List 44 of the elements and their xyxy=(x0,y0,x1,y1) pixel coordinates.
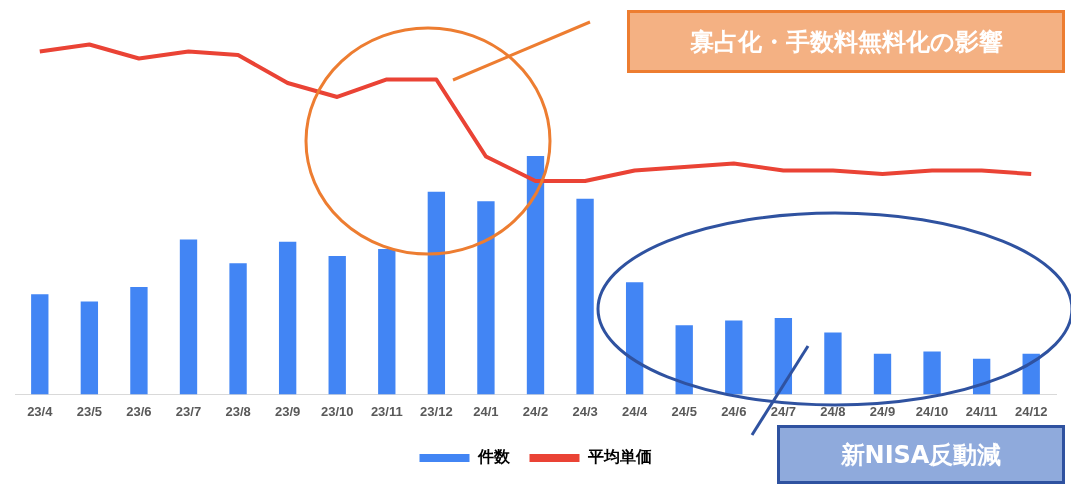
bar xyxy=(824,332,842,395)
legend-label: 平均単価 xyxy=(586,448,652,466)
bar xyxy=(576,198,594,395)
bar xyxy=(378,248,396,395)
x-tick-label: 24/10 xyxy=(915,403,949,419)
bar xyxy=(278,241,297,395)
bar xyxy=(625,282,644,395)
x-tick-label: 23/6 xyxy=(126,403,152,419)
x-tick-label: 24/12 xyxy=(1014,403,1048,419)
bar xyxy=(179,239,198,395)
x-tick-label: 24/1 xyxy=(473,403,499,419)
x-tick-label: 24/9 xyxy=(869,403,896,419)
x-tick-label: 24/4 xyxy=(621,403,649,419)
x-tick-label: 24/5 xyxy=(671,403,697,419)
x-tick-label: 24/6 xyxy=(721,403,747,419)
bar xyxy=(229,263,247,395)
bar xyxy=(130,287,148,395)
bar xyxy=(923,351,941,395)
x-tick-label: 23/5 xyxy=(76,403,103,419)
x-tick-label: 23/9 xyxy=(274,403,301,419)
bar xyxy=(427,191,446,395)
text: 寡占化・手数料無料化の影響 xyxy=(627,10,1065,73)
bar xyxy=(477,201,495,395)
bar xyxy=(328,256,346,395)
x-tick-label: 23/10 xyxy=(320,403,354,419)
bar xyxy=(80,301,99,395)
x-tick-label: 24/7 xyxy=(770,403,797,419)
x-tick-label: 23/4 xyxy=(27,403,54,419)
x-tick-label: 24/11 xyxy=(965,403,998,419)
bar xyxy=(725,320,743,395)
x-tick-label: 24/3 xyxy=(572,403,598,419)
x-tick-label: 23/8 xyxy=(225,403,251,419)
bar xyxy=(873,353,892,395)
bar xyxy=(526,155,545,395)
legend-label: 件数 xyxy=(476,448,511,466)
x-tick-label: 24/2 xyxy=(522,403,549,419)
bar xyxy=(774,318,793,395)
bar xyxy=(31,294,49,395)
text: 新NISA反動減 xyxy=(777,425,1065,484)
x-tick-label: 24/8 xyxy=(820,403,846,419)
x-tick-label: 23/12 xyxy=(420,403,453,419)
bar xyxy=(675,325,693,395)
x-tick-label: 23/7 xyxy=(175,403,202,419)
x-tick-label: 23/11 xyxy=(370,403,403,419)
